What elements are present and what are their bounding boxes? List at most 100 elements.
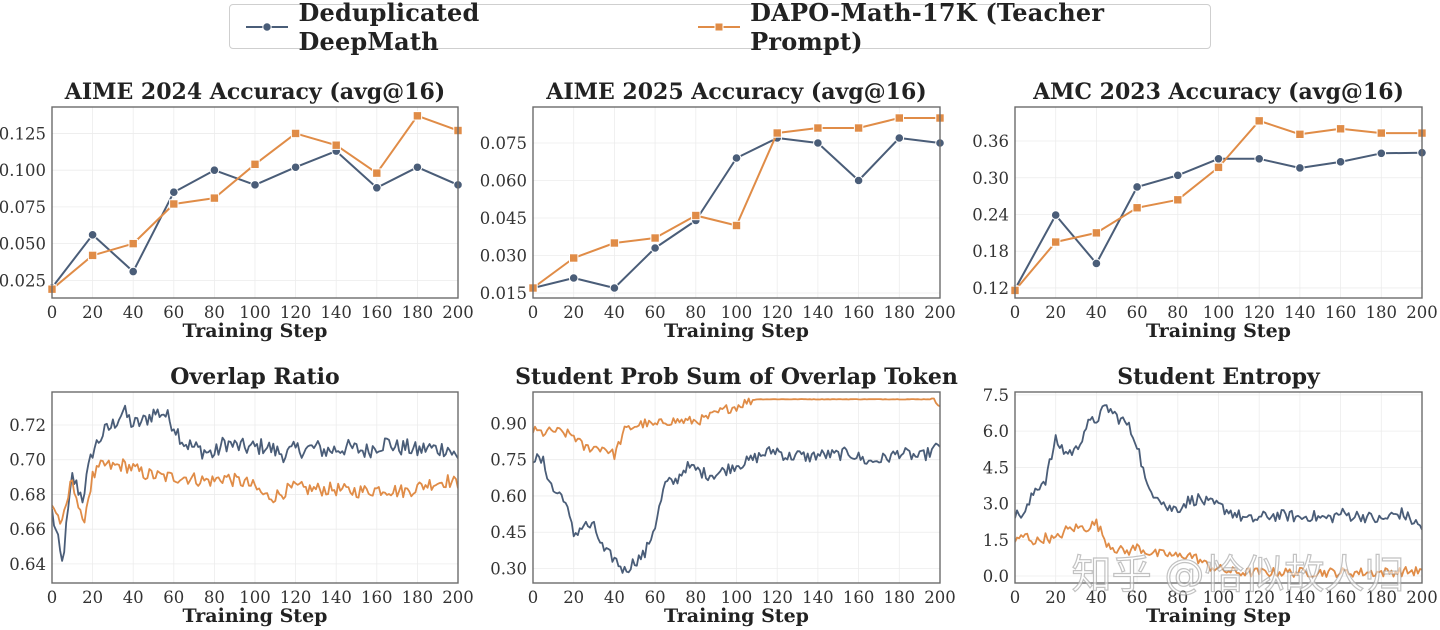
data-point: [894, 133, 905, 143]
x-tick-label: 20: [1045, 303, 1066, 322]
data-point: [290, 128, 301, 139]
x-tick-label: 140: [320, 588, 352, 607]
x-tick-label: 140: [1284, 303, 1316, 322]
x-tick-label: 40: [604, 303, 625, 322]
x-axis-label: Training Step: [1146, 320, 1291, 342]
plot-frame: [51, 106, 459, 299]
x-tick-label: 200: [924, 588, 956, 607]
x-tick-label: 60: [645, 588, 666, 607]
legend-marker-square-icon: [697, 22, 740, 31]
x-tick-label: 100: [1203, 588, 1235, 607]
y-tick-label: 0.45: [490, 523, 527, 542]
data-point: [1051, 237, 1061, 247]
x-tick-label: 160: [1325, 588, 1357, 607]
x-tick-label: 80: [685, 588, 706, 607]
x-axis-label: Training Step: [664, 605, 809, 627]
plot-frame: [1014, 391, 1423, 584]
data-point: [209, 165, 220, 175]
plot-frame: [1014, 106, 1423, 299]
y-tick-label: 0.015: [480, 284, 527, 303]
data-point: [169, 187, 179, 198]
y-tick-label: 0.75: [490, 451, 527, 470]
data-point: [128, 266, 138, 277]
y-tick-label: 0.050: [0, 235, 46, 254]
data-point: [731, 153, 742, 163]
data-point: [853, 175, 864, 186]
y-tick-label: 3.0: [983, 495, 1009, 514]
data-point: [87, 250, 98, 261]
x-axis-label: Training Step: [183, 320, 328, 342]
x-tick-label: 80: [685, 303, 706, 322]
x-tick-label: 100: [721, 303, 753, 322]
data-point: [87, 230, 98, 240]
x-tick-label: 200: [1406, 303, 1438, 322]
x-tick-label: 140: [802, 303, 834, 322]
y-tick-label: 0.030: [480, 247, 527, 266]
data-point: [568, 273, 579, 283]
x-tick-label: 60: [1127, 303, 1148, 322]
y-tick-label: 0.60: [490, 487, 527, 506]
y-tick-label: 0.045: [480, 209, 527, 228]
chart-title: AMC 2023 Accuracy (avg@16): [1032, 79, 1404, 105]
x-tick-label: 120: [280, 588, 312, 607]
legend-label: DAPO-Math-17K (Teacher Prompt): [750, 0, 1105, 56]
y-tick-label: 0.64: [9, 555, 46, 574]
data-point: [1050, 210, 1061, 220]
data-point: [1091, 258, 1102, 269]
legend-item-deduplicated-deepmath: Deduplicated DeepMath: [244, 0, 618, 56]
x-tick-label: 140: [320, 303, 352, 322]
legend-marker-circle-icon: [246, 21, 288, 32]
data-point: [412, 111, 423, 121]
x-tick-label: 120: [761, 588, 793, 607]
x-tick-label: 120: [761, 303, 793, 322]
data-point: [250, 159, 260, 170]
y-tick-label: 6.0: [983, 422, 1009, 441]
x-tick-label: 40: [123, 303, 144, 322]
data-point: [894, 113, 904, 123]
x-tick-label: 160: [843, 303, 875, 322]
y-tick-label: 0.075: [480, 134, 527, 153]
chart-title: Student Entropy: [1117, 364, 1321, 390]
x-tick-label: 200: [442, 303, 474, 322]
data-point: [412, 162, 423, 173]
y-tick-label: 0.0: [983, 567, 1009, 586]
x-tick-label: 80: [204, 588, 225, 607]
x-tick-label: 80: [1167, 303, 1188, 322]
x-tick-label: 40: [1086, 303, 1107, 322]
x-tick-label: 40: [1086, 588, 1107, 607]
y-tick-label: 0.060: [480, 172, 527, 191]
data-point: [1173, 195, 1183, 205]
x-tick-label: 180: [884, 588, 916, 607]
y-tick-label: 0.66: [9, 520, 46, 539]
series-line-dapo-math-17k-teacher-prompt: [52, 458, 458, 525]
data-point: [1132, 182, 1142, 192]
data-point: [609, 283, 620, 293]
x-tick-label: 100: [239, 303, 271, 322]
x-tick-label: 80: [204, 303, 225, 322]
chart-title: AIME 2024 Accuracy (avg@16): [64, 79, 445, 105]
x-tick-label: 200: [442, 588, 474, 607]
chart-title: Student Prob Sum of Overlap Token: [515, 364, 958, 390]
data-point: [1335, 124, 1346, 134]
legend-item-dapo-math: DAPO-Math-17K (Teacher Prompt): [696, 0, 1210, 56]
chart-title: AIME 2025 Accuracy (avg@16): [545, 79, 926, 105]
x-tick-label: 180: [1366, 303, 1398, 322]
data-point: [1254, 116, 1264, 126]
x-axis-label: Training Step: [1146, 605, 1291, 627]
x-tick-label: 0: [47, 303, 58, 322]
y-tick-label: 0.68: [9, 485, 46, 504]
x-tick-label: 160: [361, 588, 393, 607]
x-tick-label: 20: [82, 588, 103, 607]
x-tick-label: 120: [280, 303, 312, 322]
x-axis-label: Training Step: [664, 320, 809, 342]
data-point: [1335, 157, 1346, 167]
data-point: [853, 123, 864, 133]
x-tick-label: 160: [361, 303, 393, 322]
chart-aime-2025-accuracy-avg-16: 0 20 40 60 80 100 120 140 160 180 200 0.015 0.030 0.0…: [480, 79, 956, 342]
y-tick-label: 7.5: [983, 386, 1009, 405]
data-point: [650, 233, 660, 243]
data-point: [609, 238, 620, 248]
chart-overlap-ratio: 0 20 40 60 80 100 120 140 160 180 200 0.64 0.66 0.68 0…: [9, 364, 474, 627]
y-tick-label: 0.12: [972, 279, 1009, 298]
x-tick-label: 180: [402, 588, 434, 607]
